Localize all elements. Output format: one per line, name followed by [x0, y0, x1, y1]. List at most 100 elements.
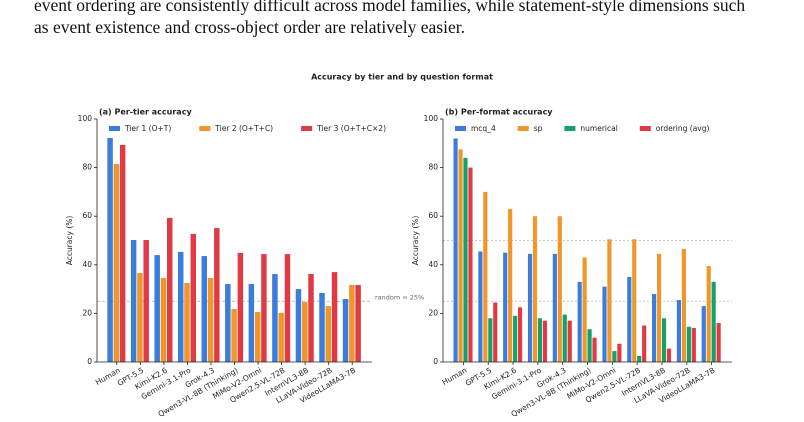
- panel-title: (a) Per-tier accuracy: [99, 108, 192, 117]
- bar: [716, 323, 721, 362]
- bar: [177, 251, 184, 362]
- bar: [119, 145, 126, 362]
- bar: [130, 240, 137, 362]
- bar: [592, 337, 597, 362]
- bar: [661, 318, 667, 362]
- bar: [676, 300, 682, 362]
- bar: [567, 320, 572, 362]
- legend-swatch: [564, 126, 576, 131]
- paragraph-line: event ordering are consistently difficul…: [34, 0, 746, 15]
- bar: [632, 239, 637, 362]
- bar: [349, 284, 355, 362]
- bar: [113, 163, 120, 362]
- bar: [107, 137, 113, 362]
- bar: [701, 306, 706, 362]
- y-tick-label: 100: [424, 114, 439, 123]
- legend-swatch: [301, 126, 313, 131]
- legend-swatch: [639, 126, 651, 131]
- bar: [190, 233, 197, 362]
- paragraph: event ordering are consistently difficul…: [34, 0, 804, 38]
- bar: [478, 251, 483, 362]
- bar: [542, 320, 547, 362]
- bar: [642, 325, 647, 362]
- bar: [691, 327, 696, 362]
- bar: [207, 277, 214, 362]
- bar: [272, 274, 278, 362]
- bar: [508, 208, 513, 362]
- bar: [254, 311, 261, 362]
- legend-label: Tier 1 (O+T): [124, 124, 171, 133]
- bar: [468, 167, 473, 362]
- bar: [532, 216, 538, 362]
- y-axis-label: Accuracy (%): [65, 216, 74, 266]
- bar: [225, 283, 231, 362]
- bar: [617, 343, 622, 362]
- bar: [488, 318, 493, 362]
- figure-title: Accuracy by tier and by question format: [311, 73, 493, 82]
- legend-label: mcq_4: [471, 124, 496, 133]
- bar: [458, 149, 463, 362]
- bar: [602, 286, 607, 362]
- legend-swatch: [517, 126, 529, 131]
- bar: [325, 306, 332, 362]
- legend-swatch: [455, 126, 466, 131]
- y-tick-label: 60: [428, 211, 438, 220]
- bar: [503, 252, 508, 362]
- y-tick-label: 0: [87, 357, 92, 366]
- bar: [587, 329, 592, 362]
- bar: [513, 315, 518, 362]
- bar: [681, 249, 686, 362]
- bar: [637, 355, 642, 362]
- bar: [577, 281, 582, 362]
- y-tick-label: 20: [82, 308, 92, 317]
- bar: [656, 253, 662, 362]
- legend-label: Tier 3 (O+T+C×2): [316, 124, 386, 133]
- bar: [308, 274, 314, 362]
- bar: [493, 302, 498, 362]
- bar: [562, 314, 567, 362]
- y-tick-label: 40: [428, 260, 438, 269]
- y-tick-label: 80: [428, 163, 438, 172]
- bar: [527, 253, 533, 362]
- bar: [627, 276, 632, 362]
- bar: [355, 284, 361, 362]
- y-tick-label: 100: [78, 114, 93, 123]
- x-tick-label: Human: [440, 366, 468, 387]
- bar: [706, 266, 711, 362]
- bar: [711, 281, 716, 362]
- bar: [537, 318, 543, 362]
- paragraph-line: as event existence and cross-object orde…: [34, 17, 465, 37]
- bar: [518, 307, 523, 362]
- bar: [483, 191, 488, 362]
- bar: [453, 138, 458, 362]
- bar: [686, 326, 691, 362]
- legend-label: numerical: [580, 124, 617, 133]
- y-tick-label: 20: [428, 308, 438, 317]
- bar: [261, 254, 267, 362]
- bar: [143, 240, 149, 362]
- bar: [666, 348, 672, 362]
- bar: [612, 351, 617, 362]
- legend-label: ordering (avg): [656, 124, 710, 133]
- bar: [557, 216, 562, 362]
- bar: [248, 283, 255, 362]
- bar: [463, 157, 468, 362]
- bar: [160, 277, 167, 362]
- bar: [582, 257, 587, 362]
- y-tick-label: 60: [82, 211, 92, 220]
- bar: [167, 217, 173, 362]
- bar: [331, 272, 338, 362]
- bar: [278, 312, 284, 362]
- legend-swatch: [199, 126, 211, 131]
- panel-title: (b) Per-format accuracy: [445, 108, 553, 117]
- bar: [231, 309, 237, 362]
- bar: [237, 252, 244, 362]
- y-tick-label: 40: [82, 260, 92, 269]
- bar: [154, 255, 160, 362]
- bar: [319, 292, 325, 362]
- y-tick-label: 0: [433, 357, 438, 366]
- bar: [301, 301, 308, 362]
- legend-label: Tier 2 (O+T+C): [214, 124, 273, 133]
